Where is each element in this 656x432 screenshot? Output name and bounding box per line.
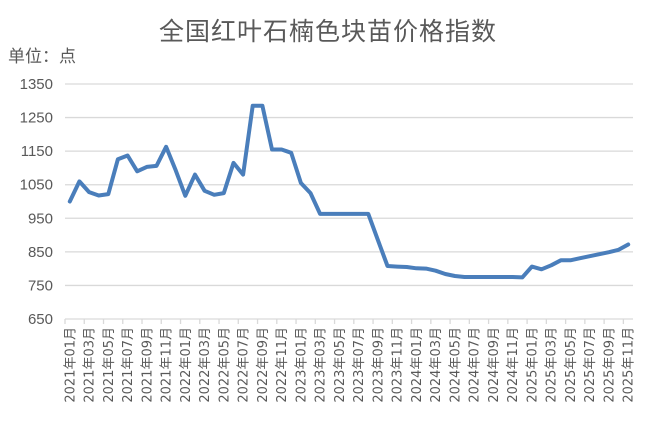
- x-tick-label: 2024年11月: [506, 327, 521, 403]
- x-axis: 2021年01月 2021年03月 2021年05月 2021年07月 2021年09月…: [63, 318, 637, 403]
- x-tick-label: 2025年09月: [602, 327, 617, 403]
- y-tick-label: 850: [28, 244, 53, 261]
- x-tick-label: 2023年09月: [371, 327, 386, 403]
- x-tick-label: 2025年03月: [545, 327, 560, 403]
- x-tick-label: 2022年11月: [275, 327, 290, 403]
- x-tick-label: 2022年09月: [256, 327, 271, 403]
- x-tick-label: 2025年07月: [583, 327, 598, 403]
- x-tick-label: 2021年11月: [160, 327, 175, 403]
- x-tick-label: 2023年05月: [333, 327, 348, 403]
- data-series: [67, 103, 631, 280]
- x-tick-label: 2024年05月: [448, 327, 463, 403]
- x-tick-label: 2023年11月: [391, 327, 406, 403]
- y-tick-label: 1050: [20, 177, 53, 194]
- x-tick-label: 2024年03月: [429, 327, 444, 403]
- x-tick-label: 2022年05月: [217, 327, 232, 403]
- x-tick-label: 2022年01月: [179, 327, 194, 403]
- x-tick-label: 2025年05月: [564, 327, 579, 403]
- x-tick-label: 2023年01月: [294, 327, 309, 403]
- y-tick-label: 1350: [20, 76, 53, 93]
- x-tick-label: 2024年07月: [468, 327, 483, 403]
- x-tick-label: 2021年05月: [102, 327, 117, 403]
- x-tick-label: 2021年07月: [121, 327, 136, 403]
- series-line: [67, 103, 631, 280]
- unit-label: 单位：点: [8, 47, 76, 67]
- x-tick-label: 2024年01月: [410, 327, 425, 403]
- x-tick-label: 2023年03月: [314, 327, 329, 403]
- y-tick-label: 750: [28, 277, 53, 294]
- x-tick-label: 2021年03月: [83, 327, 98, 403]
- y-axis: 650 750 850 950 1050 1150 1250 1350: [20, 76, 53, 328]
- y-tick-label: 1150: [21, 143, 53, 160]
- y-tick-label: 950: [28, 210, 53, 227]
- x-tick-label: 2021年09月: [140, 327, 155, 403]
- x-tick-label: 2025年11月: [622, 327, 637, 403]
- x-tick-label: 2024年09月: [487, 327, 502, 403]
- x-tick-label: 2022年07月: [237, 327, 252, 403]
- gridlines: [65, 83, 633, 287]
- chart-title: 全国红叶石楠色块苗价格指数: [158, 17, 497, 46]
- x-tick-label: 2022年03月: [198, 327, 213, 403]
- y-tick-label: 650: [28, 311, 53, 328]
- y-tick-label: 1250: [20, 110, 53, 127]
- x-tick-label: 2021年01月: [63, 327, 78, 403]
- x-tick-label: 2023年07月: [352, 327, 367, 403]
- x-tick-label: 2025年01月: [525, 327, 540, 403]
